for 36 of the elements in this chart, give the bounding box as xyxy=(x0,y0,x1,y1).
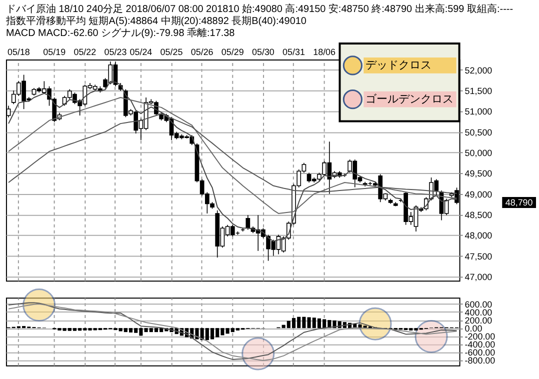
y-tick-label: 600.00 xyxy=(464,299,492,310)
y-tick-label: 49,000 xyxy=(464,189,492,200)
x-tick-label: 18/06 xyxy=(313,46,336,57)
x-tick-label: 05/29 xyxy=(221,46,244,57)
y-tick-label: 49,500 xyxy=(464,168,492,179)
x-tick-label: 05/25 xyxy=(160,46,183,57)
y-tick-label: -600.00 xyxy=(464,348,496,358)
legend-label: ゴールデンクロス xyxy=(366,93,454,106)
text: MACD MACD:-62.60 シグナル(9):-79.98 乖離:17.38 xyxy=(6,27,236,40)
y-tick-label: -800.00 xyxy=(464,356,496,366)
legend-label: デッドクロス xyxy=(366,59,432,72)
y-tick-label: 50,000 xyxy=(464,148,492,158)
y-tick-label: 48,500 xyxy=(464,210,492,220)
x-tick-label: 05/26 xyxy=(190,46,214,57)
y-tick-label: 400.00 xyxy=(464,308,492,318)
y-tick-label: 0.00 xyxy=(464,324,482,334)
y-tick-label: -400.00 xyxy=(464,340,496,350)
text: 48,790 xyxy=(505,198,533,208)
y-tick-label: 47,500 xyxy=(464,251,492,262)
y-tick-label: 51,000 xyxy=(464,106,492,117)
y-tick-label: -200.00 xyxy=(464,332,496,342)
chart-title: ドバイ原油 18/10 240分足 2018/06/07 08:00 201810 始:49080 高:49150 安:48750 終:48790 出来高:599 取組高:---- xyxy=(6,3,514,16)
y-tick-label: 52,000 xyxy=(464,65,492,76)
x-tick-label: 05/31 xyxy=(282,46,305,57)
x-tick-label: 05/23 xyxy=(104,46,127,57)
y-tick-label: 51,500 xyxy=(464,86,492,96)
x-tick-label: 05/19 xyxy=(43,46,66,57)
y-tick-label: 48,000 xyxy=(464,230,492,241)
y-tick-label: 200.00 xyxy=(464,316,492,326)
y-tick-label: 47,000 xyxy=(464,272,492,282)
x-tick-label: 05/22 xyxy=(74,46,96,57)
y-tick-label: 50,500 xyxy=(464,127,492,138)
x-tick-label: 05/30 xyxy=(252,46,274,57)
chart-subtitle: 指数平滑移動平均 短期A(5):48864 中期(20):48892 長期B(40):49010 xyxy=(4,15,307,28)
x-tick-label: 05/24 xyxy=(130,46,152,57)
x-tick-label: 05/18 xyxy=(8,46,30,57)
